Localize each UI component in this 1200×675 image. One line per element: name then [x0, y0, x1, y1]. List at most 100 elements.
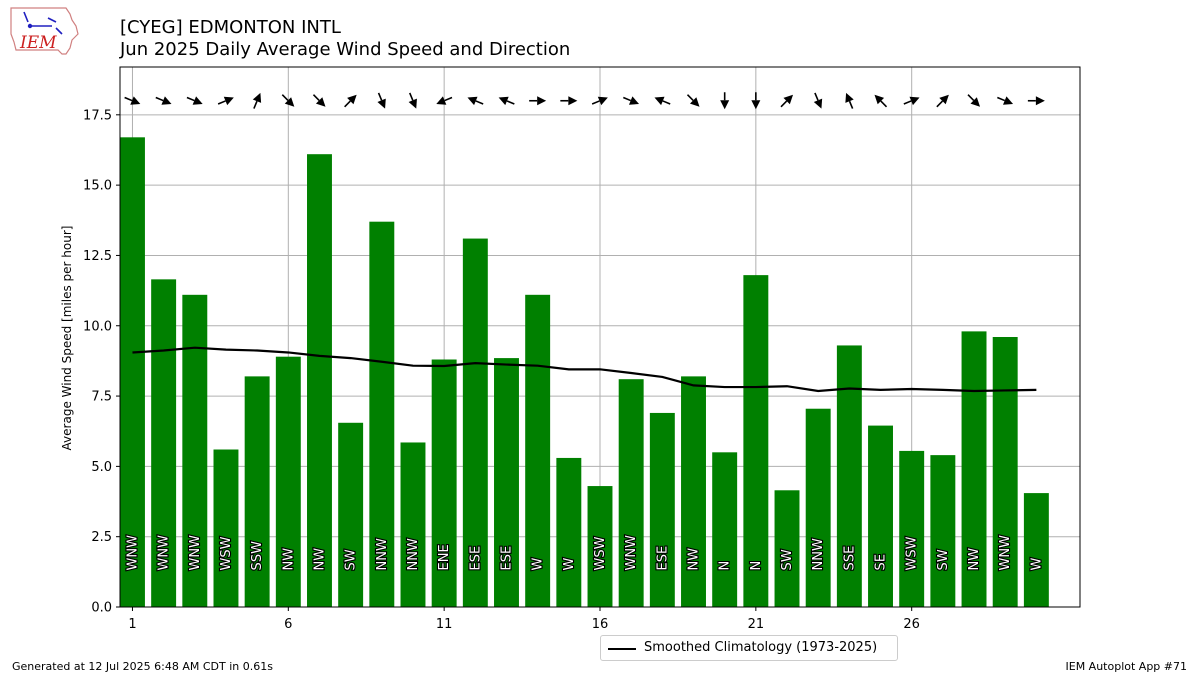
wind-arrow-head: [568, 96, 578, 106]
wind-arrow-shaft: [217, 100, 226, 105]
wind-arrow-head: [783, 94, 794, 105]
wind-arrows: [124, 92, 1045, 110]
wind-arrow-head: [909, 96, 920, 106]
wind-arrow-shaft: [155, 96, 164, 102]
climatology-polyline: [132, 346, 1037, 393]
wind-arrow-shaft: [967, 94, 975, 101]
direction-label: SE: [874, 554, 889, 570]
wind-arrow-head: [537, 96, 547, 106]
wind-arrow-head: [436, 96, 447, 105]
direction-label: NW: [281, 548, 296, 571]
wind-arrow-head: [1003, 96, 1014, 105]
bar: [587, 486, 613, 607]
direction-label: NNW: [406, 538, 421, 570]
bar: [930, 455, 956, 607]
wind-arrow-shaft: [880, 100, 888, 108]
legend: Smoothed Climatology (1973-2025): [600, 635, 898, 661]
wind-arrow-shaft: [903, 100, 912, 105]
bar: [899, 450, 925, 607]
wind-arrow-shaft: [124, 96, 133, 102]
direction-label: SSW: [250, 541, 265, 571]
y-tick-label: 2.5: [91, 530, 112, 545]
y-tick-label: 12.5: [83, 249, 112, 264]
wind-arrow-shaft: [344, 100, 351, 108]
bar: [961, 331, 987, 607]
plot-frame: [119, 66, 1081, 608]
bar: [244, 376, 270, 607]
bar: [213, 449, 239, 607]
iem-logo: IEM: [8, 6, 82, 62]
wind-arrow-head: [970, 97, 981, 107]
direction-label: SW: [780, 549, 795, 570]
direction-label: W: [562, 557, 577, 570]
bar: [681, 376, 706, 607]
direction-label: NNW: [811, 538, 826, 570]
bar: [275, 356, 301, 607]
bar: [307, 154, 332, 607]
bar: [338, 422, 364, 607]
wind-arrow-head: [597, 96, 608, 106]
direction-label: N: [749, 561, 764, 571]
wind-arrow-shaft: [936, 100, 944, 108]
wind-arrow-shaft: [475, 100, 484, 105]
x-tick-label: 16: [592, 617, 609, 632]
wind-arrow-shaft: [253, 100, 258, 109]
direction-label: NNW: [375, 538, 390, 570]
direction-label: WNW: [188, 535, 203, 571]
bar: [618, 379, 644, 607]
y-tick-label: 17.5: [83, 108, 112, 123]
wind-arrow-shaft: [281, 94, 289, 101]
y-tick-label: 10.0: [83, 319, 112, 334]
legend-line-swatch: [608, 648, 636, 650]
wind-arrow-head: [467, 96, 478, 106]
direction-label: WNW: [157, 535, 172, 571]
wind-arrow-shaft: [686, 94, 694, 101]
axis-ticks: 0.02.55.07.510.012.515.017.51 6 11 16 21 26: [83, 108, 920, 632]
climatology-line: [132, 346, 1037, 393]
wind-arrow-head: [628, 96, 640, 105]
direction-label: SSE: [842, 546, 857, 571]
wind-arrow-head: [939, 94, 949, 105]
wind-arrow-head: [689, 97, 700, 107]
wind-arrow-shaft: [591, 100, 600, 105]
wind-arrow-head: [130, 96, 141, 105]
svg-text:IEM: IEM: [19, 33, 57, 53]
wind-arrow-head: [751, 100, 761, 110]
wind-arrow-shaft: [623, 96, 632, 102]
wind-arrow-head: [252, 92, 262, 103]
chart-title: [CYEG] EDMONTON INTL: [120, 17, 341, 38]
direction-label: WSW: [593, 536, 608, 570]
bar: [743, 275, 769, 607]
x-tick-label: 26: [903, 617, 920, 632]
direction-label: N: [718, 561, 733, 571]
bar: [774, 490, 800, 607]
wind-arrow-head: [192, 96, 203, 105]
bar: [120, 137, 145, 607]
direction-label: WNW: [125, 535, 140, 571]
iem-logo-icon: IEM: [10, 7, 79, 55]
direction-label: WNW: [998, 535, 1013, 571]
x-tick-label: 6: [284, 617, 292, 632]
direction-label: WNW: [624, 535, 639, 571]
wind-arrow-shaft: [312, 94, 320, 101]
bar: [525, 294, 551, 607]
direction-label: SW: [344, 549, 359, 570]
y-tick-label: 15.0: [83, 179, 112, 194]
direction-label: ESE: [468, 546, 483, 571]
wind-arrow-head: [161, 96, 172, 105]
wind-arrow-shaft: [848, 100, 854, 109]
wind-arrow-shaft: [506, 100, 515, 105]
wind-arrow-shaft: [377, 92, 383, 101]
wind-arrow-shaft: [662, 100, 671, 105]
bar: [805, 408, 831, 607]
bar: [556, 457, 582, 607]
direction-label: NW: [967, 548, 982, 571]
bar: [712, 452, 738, 607]
bar: [431, 359, 457, 607]
wind-arrow-head: [377, 98, 386, 109]
wind-arrow-shaft: [408, 92, 414, 101]
bar: [649, 412, 675, 607]
bar: [1023, 493, 1049, 607]
y-axis-label: Average Wind Speed [miles per hour]: [60, 226, 74, 451]
